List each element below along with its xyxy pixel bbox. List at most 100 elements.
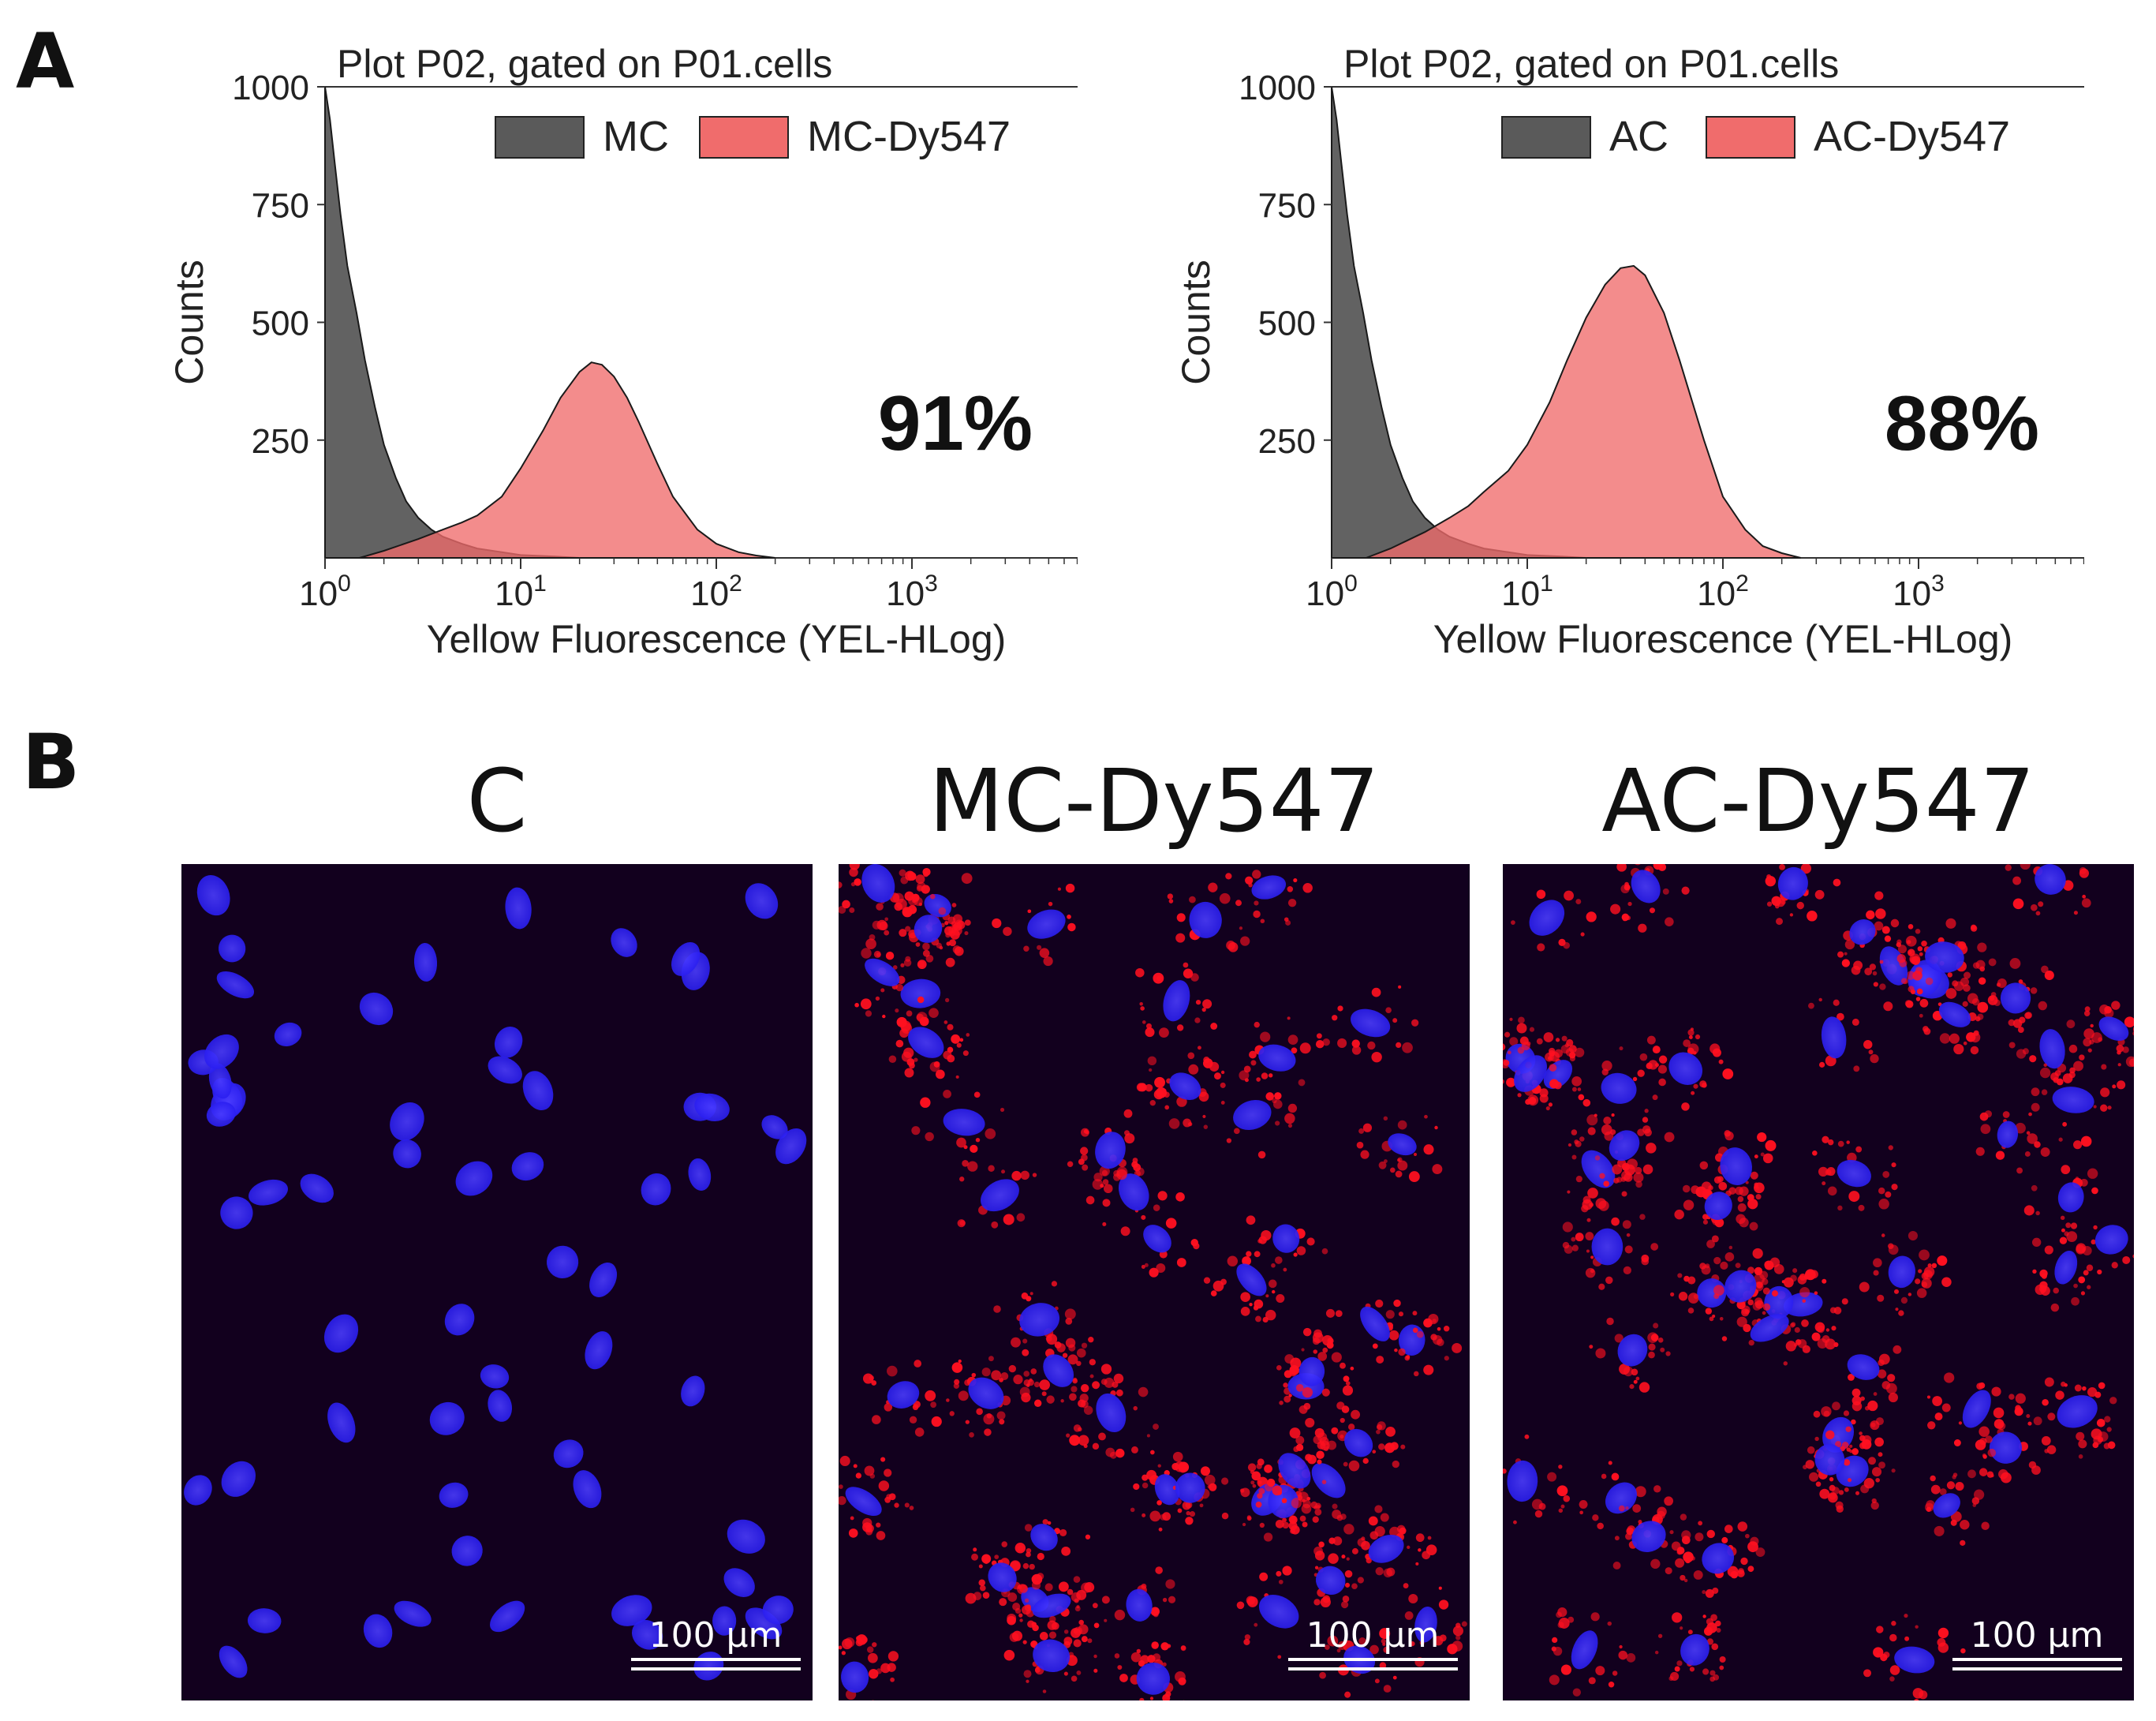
dye-granule <box>2056 1078 2064 1086</box>
dye-granule <box>1619 1046 1624 1051</box>
dye-granule <box>925 1132 934 1142</box>
dye-granule <box>1168 899 1174 904</box>
cell-nucleus <box>1925 941 1964 973</box>
dye-granule <box>1158 1527 1163 1532</box>
dye-granule <box>1037 945 1042 950</box>
dye-granule <box>1966 1032 1976 1042</box>
dye-granule <box>1393 1299 1401 1308</box>
dye-granule <box>1376 1429 1381 1435</box>
dye-granule <box>1412 1311 1418 1316</box>
dye-granule <box>1812 1150 1818 1156</box>
dye-granule <box>909 1506 914 1510</box>
dye-granule <box>1302 1521 1308 1528</box>
dye-granule <box>1282 1521 1290 1529</box>
dye-granule <box>1848 1191 1860 1203</box>
dye-granule <box>1031 1573 1043 1585</box>
dye-granule <box>1844 952 1848 956</box>
dye-granule <box>1194 1017 1201 1023</box>
dye-granule <box>1149 1267 1159 1278</box>
dye-granule <box>1242 1256 1251 1266</box>
dye-granule <box>2092 1442 2099 1449</box>
dye-granule <box>1946 1481 1956 1490</box>
dye-granule <box>1653 1323 1659 1329</box>
dye-granule <box>1085 1130 1089 1135</box>
dye-granule <box>1567 1190 1571 1194</box>
dye-granule <box>973 1091 981 1098</box>
dye-granule <box>1239 926 1243 930</box>
dye-granule <box>1575 1233 1584 1242</box>
cell-nucleus <box>688 1158 712 1191</box>
dye-granule <box>1631 1368 1638 1376</box>
dye-granule <box>1873 1258 1882 1268</box>
dye-granule <box>1803 1274 1810 1280</box>
cell-nucleus <box>845 1487 882 1517</box>
dye-granule <box>1963 971 1971 979</box>
dye-granule <box>1977 1001 1989 1013</box>
dye-granule <box>971 1372 977 1378</box>
dye-granule <box>1115 1389 1123 1397</box>
dye-granule <box>1018 1613 1023 1618</box>
dye-granule <box>1240 936 1250 946</box>
dye-granule <box>2074 1384 2082 1392</box>
x-axis-label: Yellow Fluorescence (YEL-HLog) <box>427 617 1007 661</box>
dye-granule <box>1724 1130 1731 1137</box>
dye-granule <box>1321 1388 1330 1397</box>
dye-granule <box>867 1652 878 1663</box>
dye-granule <box>1568 1045 1577 1053</box>
dye-granule <box>2091 1187 2098 1195</box>
cell-nucleus <box>1888 1255 1915 1289</box>
dye-granule <box>1424 1114 1428 1119</box>
dye-granule <box>892 965 898 970</box>
dye-granule <box>1408 1593 1418 1604</box>
dye-granule <box>1878 1461 1885 1469</box>
cell-nucleus <box>219 1645 248 1678</box>
dye-granule <box>1642 1164 1653 1175</box>
dye-granule <box>2015 1393 2026 1404</box>
dye-granule <box>1847 1478 1852 1483</box>
dye-granule <box>1142 1020 1146 1024</box>
dye-granule <box>1622 1220 1631 1229</box>
cell-nucleus <box>1764 1285 1794 1319</box>
dye-granule <box>2112 1084 2117 1089</box>
dye-granule <box>1092 1381 1100 1390</box>
dye-granule <box>888 1493 896 1501</box>
dye-granule <box>1019 1618 1023 1622</box>
dye-granule <box>1058 1581 1069 1592</box>
dye-granule <box>1598 1200 1609 1211</box>
dye-granule <box>1728 1245 1733 1250</box>
dye-granule <box>1650 1243 1659 1251</box>
dye-granule <box>1867 1400 1878 1412</box>
dye-granule <box>1843 1410 1850 1416</box>
dye-granule <box>1719 1316 1724 1321</box>
dye-granule <box>1264 1465 1272 1473</box>
dye-granule <box>1650 1558 1661 1569</box>
dye-granule <box>1407 1545 1411 1550</box>
dye-granule <box>1927 1421 1936 1430</box>
dye-granule <box>1557 1622 1564 1629</box>
cell-nucleus <box>762 1596 794 1625</box>
dye-granule <box>945 932 951 938</box>
dye-granule <box>1705 1263 1710 1269</box>
dye-granule <box>2073 911 2078 915</box>
dye-granule <box>1220 1100 1225 1105</box>
dye-granule <box>1392 1460 1399 1468</box>
dye-granule <box>1687 1308 1695 1314</box>
dye-granule <box>1665 1351 1671 1356</box>
dye-granule <box>907 905 917 915</box>
dye-granule <box>1693 1083 1698 1089</box>
dye-granule <box>2070 1222 2078 1229</box>
dye-granule <box>864 1465 875 1476</box>
dye-granule <box>1072 1378 1078 1384</box>
dye-granule <box>1124 1133 1135 1144</box>
panel-label-b: B <box>22 718 80 806</box>
dye-granule <box>1851 1388 1861 1397</box>
dye-granule <box>1754 1154 1758 1159</box>
dye-granule <box>1815 1481 1822 1487</box>
dye-granule <box>979 1584 986 1592</box>
dye-granule <box>1176 1024 1184 1031</box>
dye-granule <box>938 907 947 915</box>
dye-granule <box>1187 1121 1193 1127</box>
dye-granule <box>2031 1237 2042 1248</box>
cell-nucleus <box>274 1022 302 1047</box>
dye-granule <box>2078 1439 2087 1449</box>
